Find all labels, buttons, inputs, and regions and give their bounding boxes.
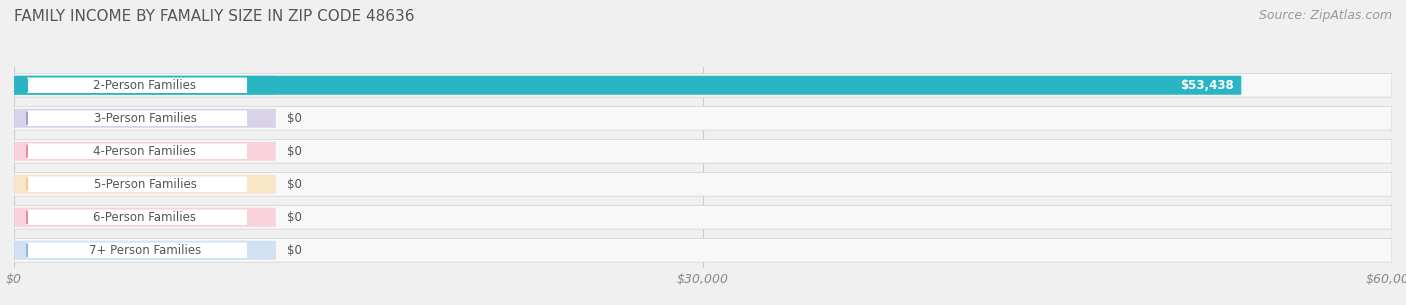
- Text: $0: $0: [287, 178, 302, 191]
- Text: $0: $0: [287, 244, 302, 257]
- Text: $0: $0: [287, 145, 302, 158]
- Text: FAMILY INCOME BY FAMALIY SIZE IN ZIP CODE 48636: FAMILY INCOME BY FAMALIY SIZE IN ZIP COD…: [14, 9, 415, 24]
- FancyBboxPatch shape: [14, 106, 1392, 130]
- FancyBboxPatch shape: [14, 175, 276, 194]
- FancyBboxPatch shape: [14, 109, 276, 128]
- Text: 4-Person Families: 4-Person Families: [93, 145, 197, 158]
- FancyBboxPatch shape: [14, 139, 1392, 163]
- Text: Source: ZipAtlas.com: Source: ZipAtlas.com: [1258, 9, 1392, 22]
- Text: 2-Person Families: 2-Person Families: [93, 79, 197, 92]
- FancyBboxPatch shape: [14, 239, 1392, 262]
- Text: 6-Person Families: 6-Person Families: [93, 211, 197, 224]
- Text: 7+ Person Families: 7+ Person Families: [89, 244, 201, 257]
- FancyBboxPatch shape: [14, 74, 1392, 97]
- Text: $0: $0: [287, 211, 302, 224]
- FancyBboxPatch shape: [14, 241, 276, 260]
- FancyBboxPatch shape: [27, 210, 247, 225]
- FancyBboxPatch shape: [27, 242, 247, 258]
- Text: $0: $0: [287, 112, 302, 125]
- FancyBboxPatch shape: [14, 142, 276, 161]
- FancyBboxPatch shape: [14, 76, 1241, 95]
- FancyBboxPatch shape: [27, 110, 247, 126]
- FancyBboxPatch shape: [14, 205, 1392, 229]
- Text: $53,438: $53,438: [1181, 79, 1234, 92]
- FancyBboxPatch shape: [27, 177, 247, 192]
- FancyBboxPatch shape: [27, 77, 247, 93]
- Text: 3-Person Families: 3-Person Families: [94, 112, 197, 125]
- FancyBboxPatch shape: [14, 76, 276, 95]
- Text: 5-Person Families: 5-Person Families: [94, 178, 197, 191]
- FancyBboxPatch shape: [14, 208, 276, 227]
- FancyBboxPatch shape: [14, 172, 1392, 196]
- FancyBboxPatch shape: [27, 144, 247, 159]
